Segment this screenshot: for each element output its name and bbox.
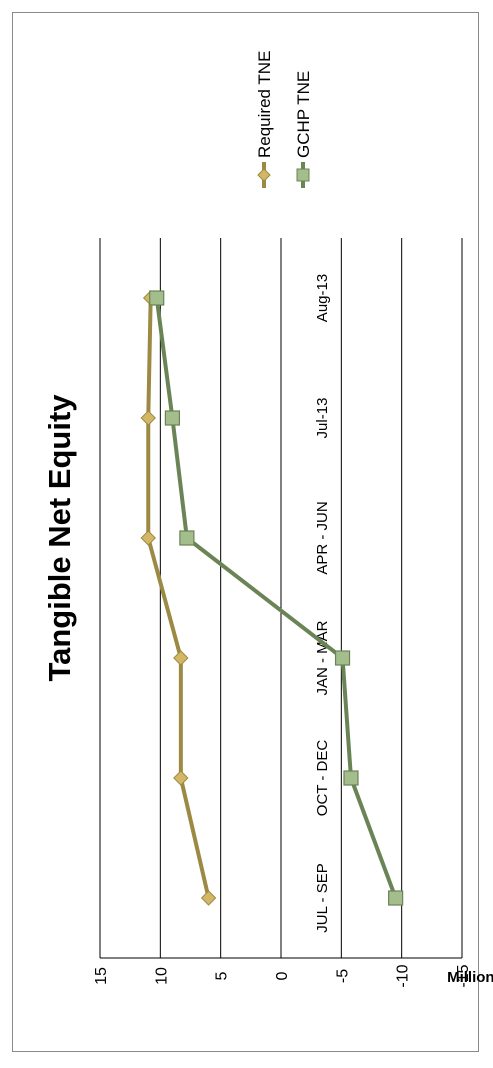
x-category-labels: JUL - SEP OCT - DEC JAN - MAR APR - JUN Jul-…	[314, 274, 331, 933]
gridlines	[99, 238, 463, 959]
x-category-label: JUL - SEP	[314, 863, 331, 932]
legend: Required TNE GCHP TNE	[255, 51, 313, 188]
y-tick-label: -15	[455, 964, 472, 987]
diamond-marker	[173, 650, 189, 666]
y-tick-label: 0	[274, 971, 291, 980]
y-tick-label: -10	[395, 964, 412, 987]
x-category-label: Aug-13	[314, 274, 331, 322]
square-marker	[179, 530, 195, 546]
series-line	[154, 297, 398, 899]
diamond-marker	[173, 770, 189, 786]
legend-label: Required TNE	[255, 51, 274, 158]
y-tick-label: 10	[153, 967, 170, 985]
legend-label: GCHP TNE	[294, 71, 313, 158]
diamond-marker	[140, 410, 156, 426]
square-marker	[334, 650, 351, 666]
y-tick-label: 5	[214, 971, 231, 980]
square-marker	[149, 290, 165, 306]
chart-title: Tangible Net Equity	[42, 394, 77, 682]
y-tick-label: -5	[334, 969, 351, 983]
square-marker	[388, 890, 404, 906]
x-category-label: Jul-13	[314, 398, 331, 439]
diamond-marker	[200, 890, 217, 906]
y-axis-label: Millions	[447, 969, 493, 986]
x-category-label: JAN - MAR	[314, 620, 331, 695]
diamond-marker	[140, 530, 156, 546]
square-marker	[343, 770, 359, 786]
y-tick-label: 15	[93, 967, 110, 985]
series-lines	[140, 290, 404, 906]
series-line	[146, 297, 211, 899]
legend-diamond-marker	[257, 168, 271, 182]
square-marker	[164, 410, 180, 426]
x-category-label: APR - JUN	[314, 501, 331, 574]
x-category-label: OCT - DEC	[314, 740, 331, 817]
y-tick-labels: 15 10 5 0 -5 -10 -15	[93, 964, 472, 987]
chart-frame	[12, 12, 479, 1052]
legend-square-marker	[296, 168, 310, 182]
